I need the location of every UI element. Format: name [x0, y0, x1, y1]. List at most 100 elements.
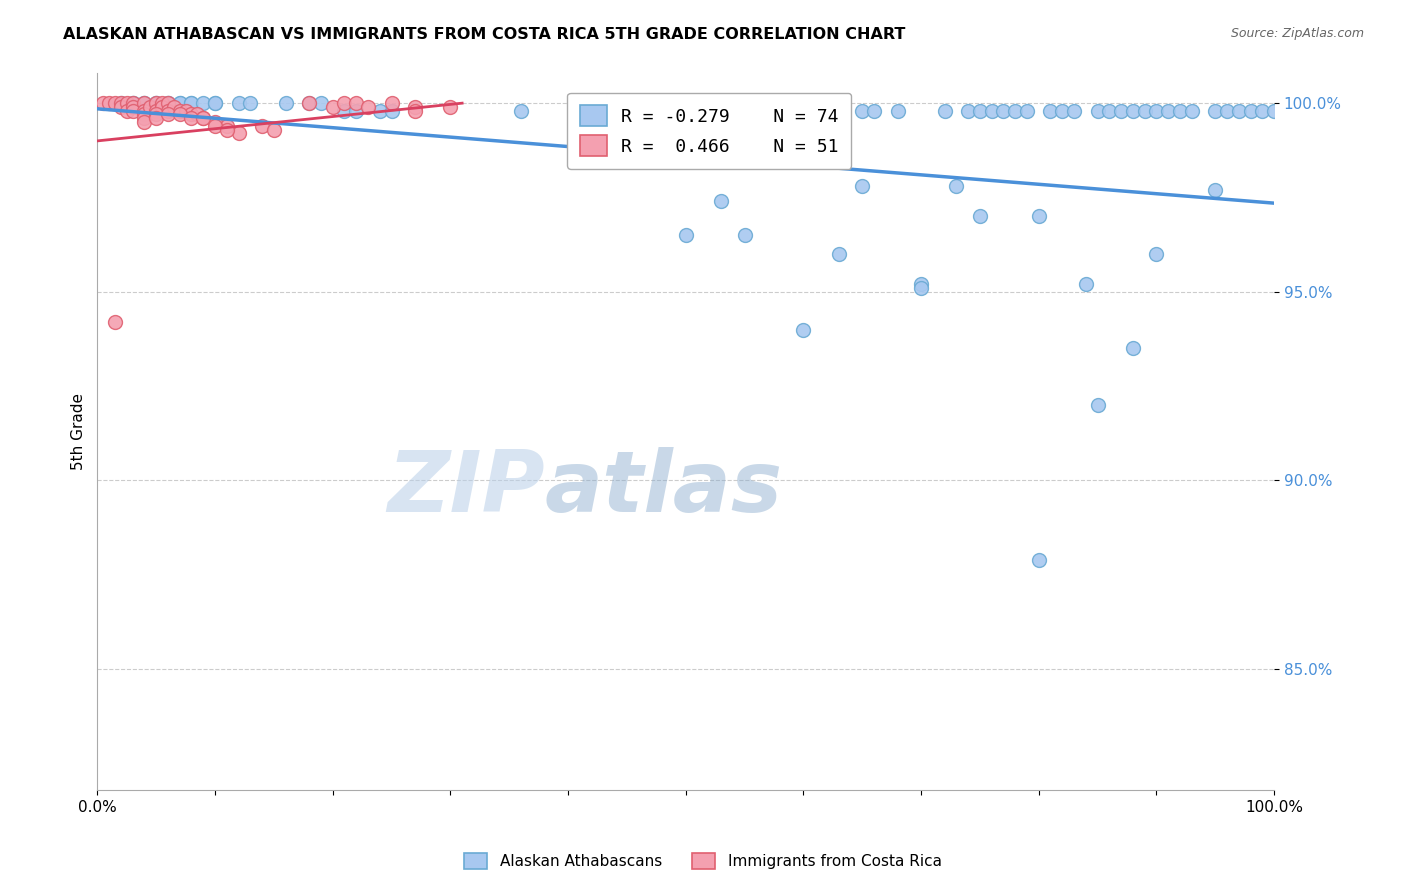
Point [368, 103, 391, 118]
Point [322, 100, 344, 114]
Point [134, 107, 156, 121]
Point [193, 112, 215, 126]
Point [404, 103, 426, 118]
Point [380, 103, 402, 118]
Point [815, 103, 838, 118]
Point [250, 119, 273, 133]
Point [134, 96, 156, 111]
Point [344, 103, 367, 118]
Point [627, 103, 650, 118]
Point [1227, 103, 1250, 118]
Point [1028, 210, 1050, 224]
Point [204, 115, 226, 129]
Point [380, 96, 402, 111]
Point [169, 96, 191, 111]
Point [1122, 342, 1144, 356]
Point [734, 228, 756, 243]
Point [174, 103, 197, 118]
Point [710, 194, 733, 209]
Text: atlas: atlas [544, 447, 783, 530]
Point [957, 103, 980, 118]
Point [186, 107, 208, 121]
Point [156, 96, 179, 111]
Point [980, 103, 1002, 118]
Point [274, 96, 297, 111]
Point [828, 247, 851, 261]
Point [110, 96, 132, 111]
Point [910, 277, 932, 292]
Point [404, 100, 426, 114]
Point [910, 281, 932, 295]
Point [193, 112, 215, 126]
Point [333, 103, 356, 118]
Point [115, 103, 138, 118]
Point [1216, 103, 1239, 118]
Point [945, 179, 967, 194]
Point [180, 112, 202, 126]
Point [145, 103, 167, 118]
Point [169, 103, 191, 118]
Point [1168, 103, 1191, 118]
Point [134, 103, 156, 118]
Point [298, 96, 321, 111]
Point [1074, 277, 1097, 292]
Point [145, 96, 167, 111]
Point [1122, 103, 1144, 118]
Point [156, 96, 179, 111]
Text: ZIP: ZIP [387, 447, 544, 530]
Point [121, 100, 143, 114]
Point [215, 119, 238, 133]
Point [886, 103, 908, 118]
Point [969, 210, 991, 224]
Point [1109, 103, 1132, 118]
Point [1133, 103, 1156, 118]
Point [145, 107, 167, 121]
Point [204, 96, 226, 111]
Point [193, 96, 215, 111]
Point [1204, 103, 1226, 118]
Point [828, 103, 851, 118]
Point [1004, 103, 1026, 118]
Text: Source: ZipAtlas.com: Source: ZipAtlas.com [1230, 27, 1364, 40]
Point [228, 96, 250, 111]
Point [675, 228, 697, 243]
Point [239, 96, 262, 111]
Text: ALASKAN ATHABASCAN VS IMMIGRANTS FROM COSTA RICA 5TH GRADE CORRELATION CHART: ALASKAN ATHABASCAN VS IMMIGRANTS FROM CO… [63, 27, 905, 42]
Point [121, 96, 143, 111]
Point [1098, 103, 1121, 118]
Point [1263, 103, 1285, 118]
Point [1144, 247, 1167, 261]
Point [134, 112, 156, 126]
Point [1015, 103, 1038, 118]
Point [228, 126, 250, 140]
Point [156, 107, 179, 121]
Point [169, 96, 191, 111]
Point [934, 103, 956, 118]
Point [104, 315, 127, 329]
Point [204, 119, 226, 133]
Point [169, 107, 191, 121]
Point [163, 100, 186, 114]
Point [1239, 103, 1261, 118]
Point [1087, 103, 1109, 118]
Point [150, 96, 173, 111]
Point [134, 96, 156, 111]
Point [993, 103, 1015, 118]
Point [439, 100, 461, 114]
Point [180, 96, 202, 111]
Point [309, 96, 332, 111]
Point [333, 96, 356, 111]
Point [1087, 398, 1109, 412]
Point [115, 96, 138, 111]
Point [145, 112, 167, 126]
Point [792, 322, 814, 336]
Point [150, 100, 173, 114]
Point [180, 96, 202, 111]
Point [298, 96, 321, 111]
Point [139, 100, 162, 114]
Point [263, 122, 285, 136]
Point [851, 179, 873, 194]
Point [1063, 103, 1085, 118]
Point [121, 96, 143, 111]
Point [145, 96, 167, 111]
